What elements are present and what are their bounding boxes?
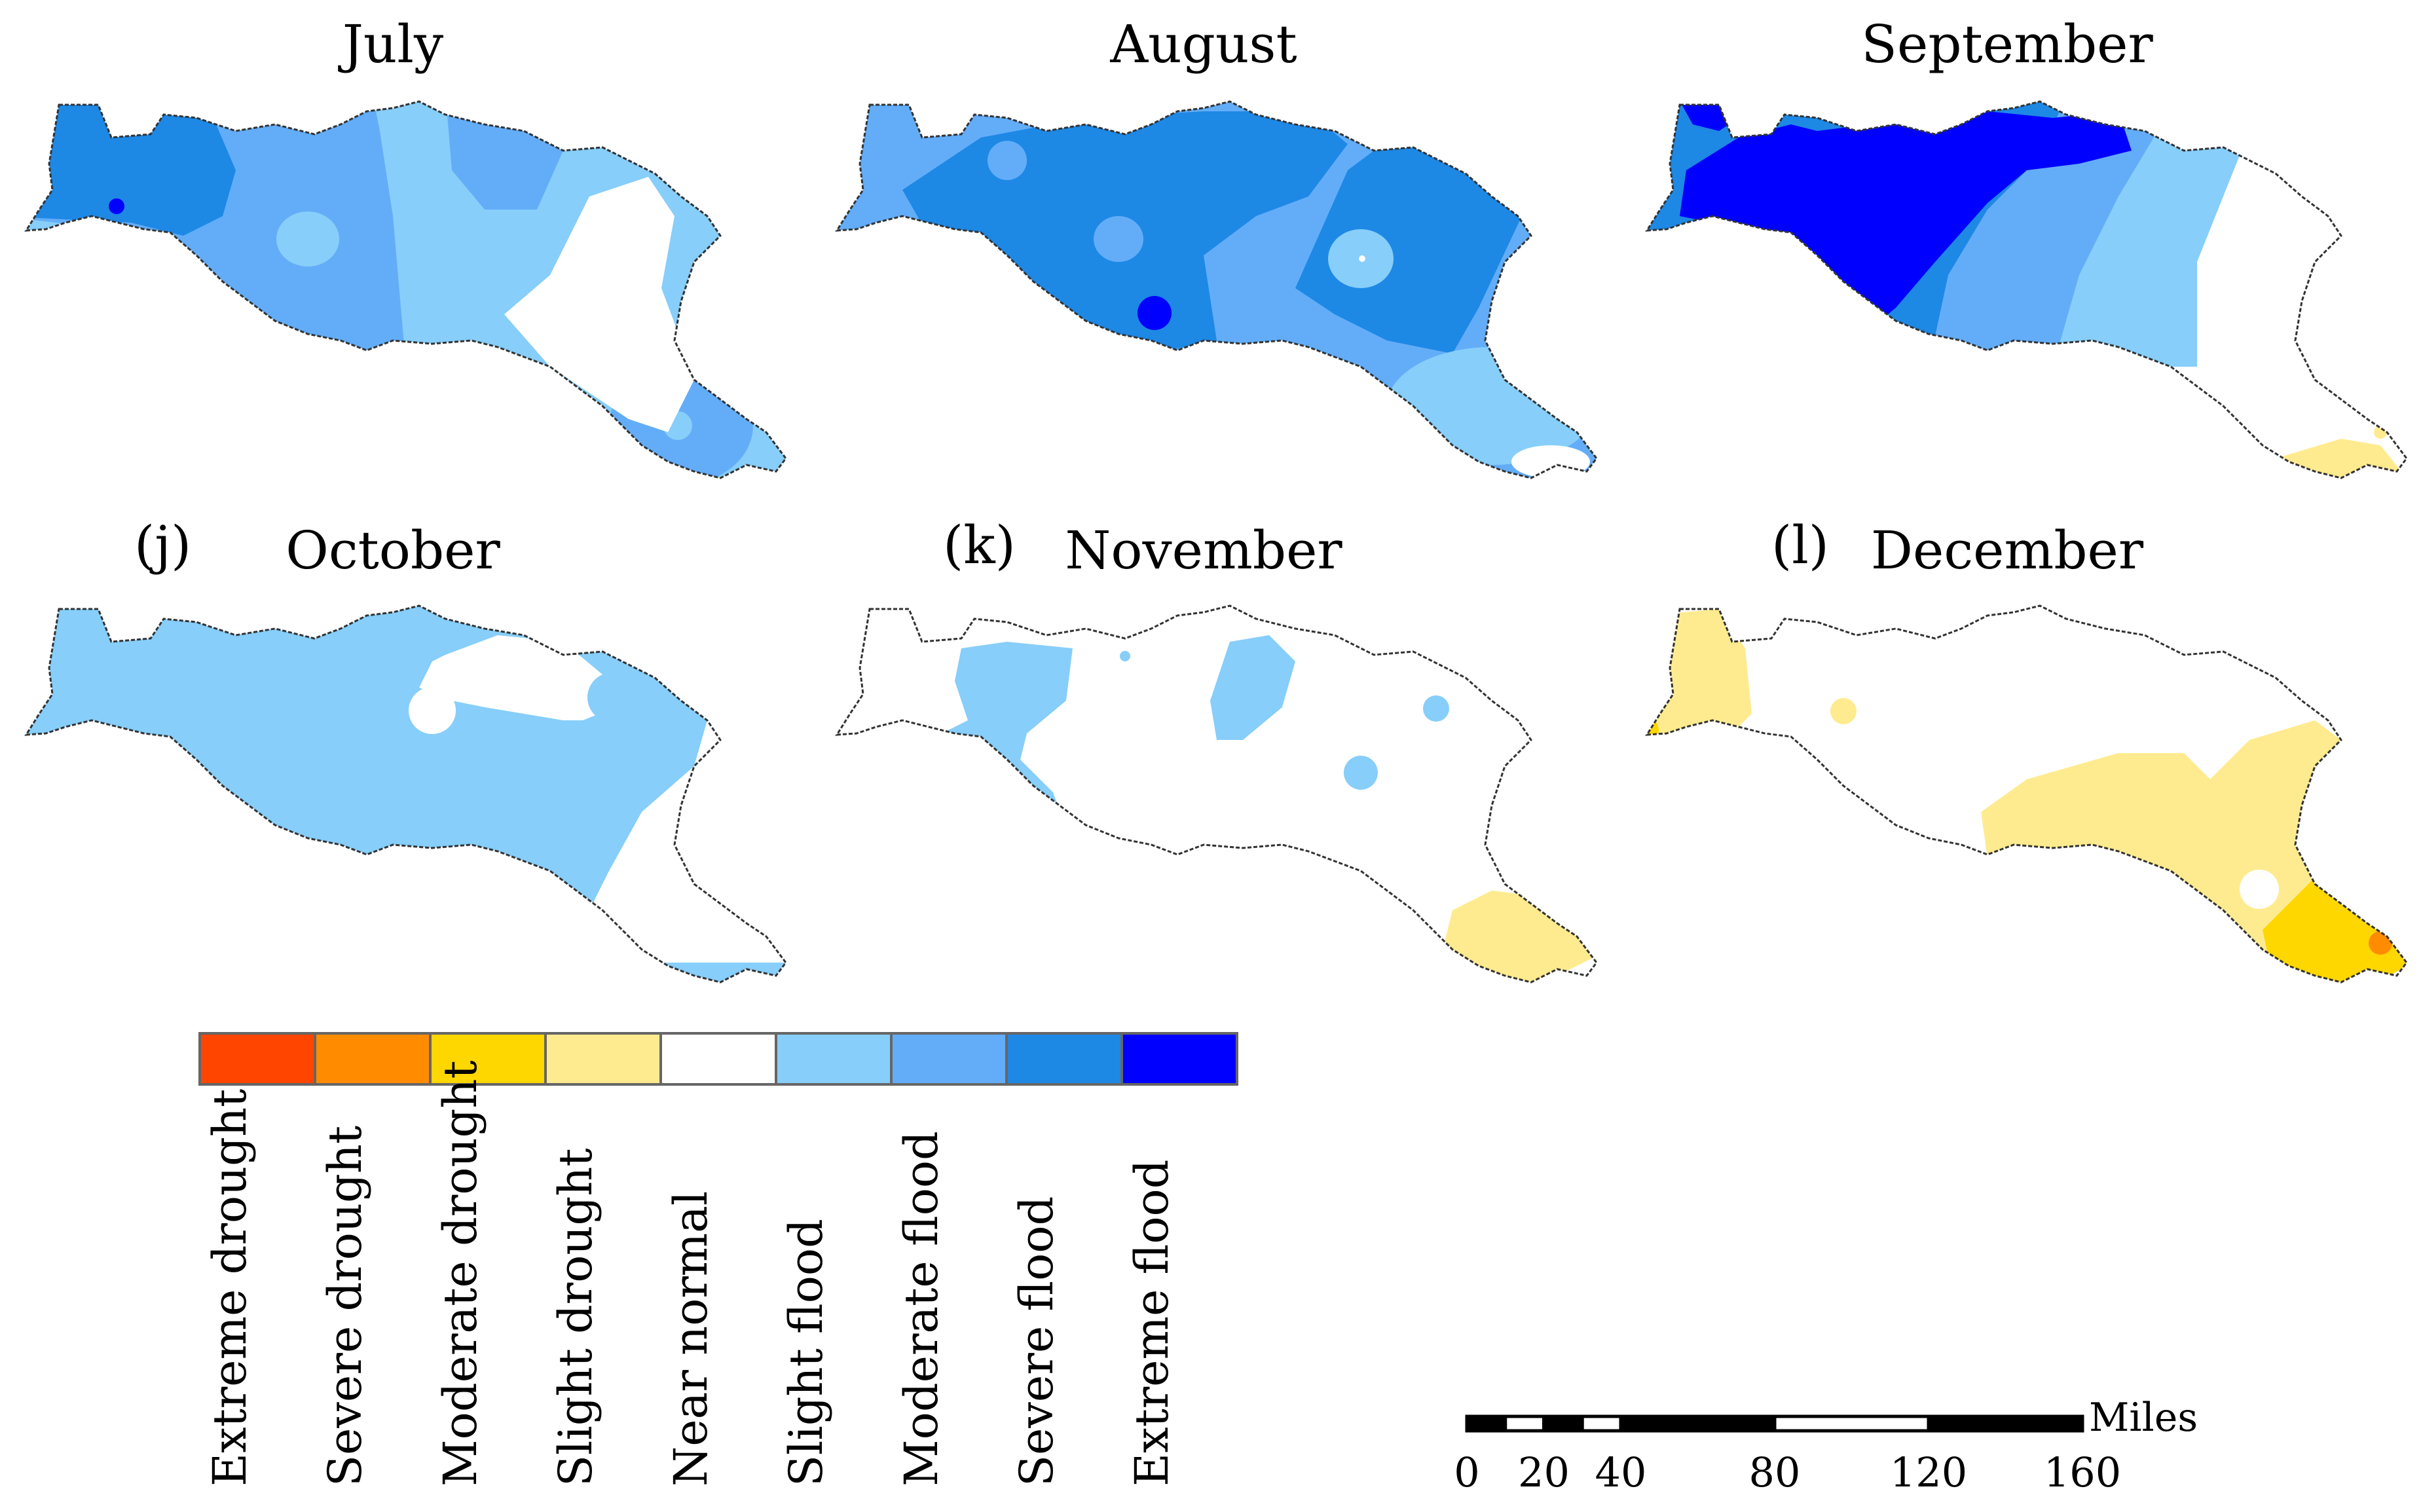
- legend-swatch: [1120, 1032, 1238, 1086]
- legend-label: Slight drought: [549, 1148, 602, 1486]
- legend-swatch: [314, 1032, 432, 1086]
- panel-tag: (k): [943, 515, 1016, 576]
- legend-swatch: [890, 1032, 1008, 1086]
- scale-bar-ticks: 0 20 40 80 120 160: [1454, 1448, 2121, 1496]
- legend-label: Extreme drought: [203, 1089, 257, 1486]
- legend-label: Slight flood: [779, 1219, 833, 1486]
- legend-swatch: [544, 1032, 662, 1086]
- panel-title: July: [338, 14, 443, 75]
- scale-bar-segment: [1619, 1414, 1777, 1433]
- legend-label: Extreme flood: [1125, 1160, 1179, 1486]
- scale-bar-segment: [1504, 1414, 1545, 1433]
- legend-label: Moderate drought: [434, 1060, 487, 1486]
- map-fill: [1647, 101, 2407, 478]
- scale-bar-tick-label: 0: [1454, 1448, 1479, 1496]
- scale-bar-segments: [1465, 1414, 2084, 1433]
- legend-swatch: [775, 1032, 893, 1086]
- scale-bar-tick-label: 40: [1595, 1448, 1647, 1496]
- map-fill: [26, 606, 786, 982]
- map-fill: [1647, 606, 2407, 982]
- scale-bar: Miles 0 20 40 80 120 160: [1454, 1395, 2198, 1496]
- scale-bar-segment: [1927, 1414, 2084, 1433]
- legend-label: Severe drought: [318, 1126, 372, 1486]
- scale-bar-segment: [1773, 1414, 1931, 1433]
- map-panel-august: August: [836, 14, 1598, 479]
- scale-bar-segment: [1542, 1414, 1584, 1433]
- panel-title: November: [1065, 520, 1342, 581]
- legend: Extreme drought Severe drought Moderate dr…: [198, 1032, 1238, 1486]
- map-fill: [837, 606, 1597, 982]
- panel-title: October: [286, 520, 500, 581]
- scale-bar-segment: [1465, 1414, 1507, 1433]
- map-panel-july: July: [25, 14, 787, 479]
- panel-tag: (j): [134, 515, 191, 576]
- scale-bar-tick-label: 80: [1749, 1448, 1801, 1496]
- scale-bar-tick-label: 160: [2044, 1448, 2121, 1496]
- map-panel-october: (j) October: [25, 515, 787, 984]
- legend-swatch: [1005, 1032, 1123, 1086]
- map-panel-november: (k) November: [836, 515, 1598, 984]
- panel-title: December: [1871, 520, 2144, 581]
- legend-label: Severe flood: [1010, 1196, 1063, 1486]
- scale-bar-tick-label: 120: [1890, 1448, 1967, 1496]
- panel-title: August: [1109, 14, 1297, 75]
- legend-swatch: [198, 1032, 316, 1086]
- scale-bar-unit: Miles: [2089, 1395, 2198, 1441]
- legend-label: Moderate flood: [895, 1131, 948, 1486]
- legend-label: Near normal: [664, 1191, 718, 1486]
- map-panel-december: (l) December: [1646, 515, 2408, 984]
- scale-bar-tick-label: 20: [1518, 1448, 1570, 1496]
- map-panel-september: September: [1646, 14, 2408, 479]
- scale-bar-segment: [1580, 1414, 1623, 1433]
- legend-swatch: [659, 1032, 777, 1086]
- panel-title: September: [1861, 14, 2153, 75]
- map-fill: [26, 101, 786, 478]
- map-fill: [837, 101, 1597, 478]
- panel-tag: (l): [1771, 515, 1829, 576]
